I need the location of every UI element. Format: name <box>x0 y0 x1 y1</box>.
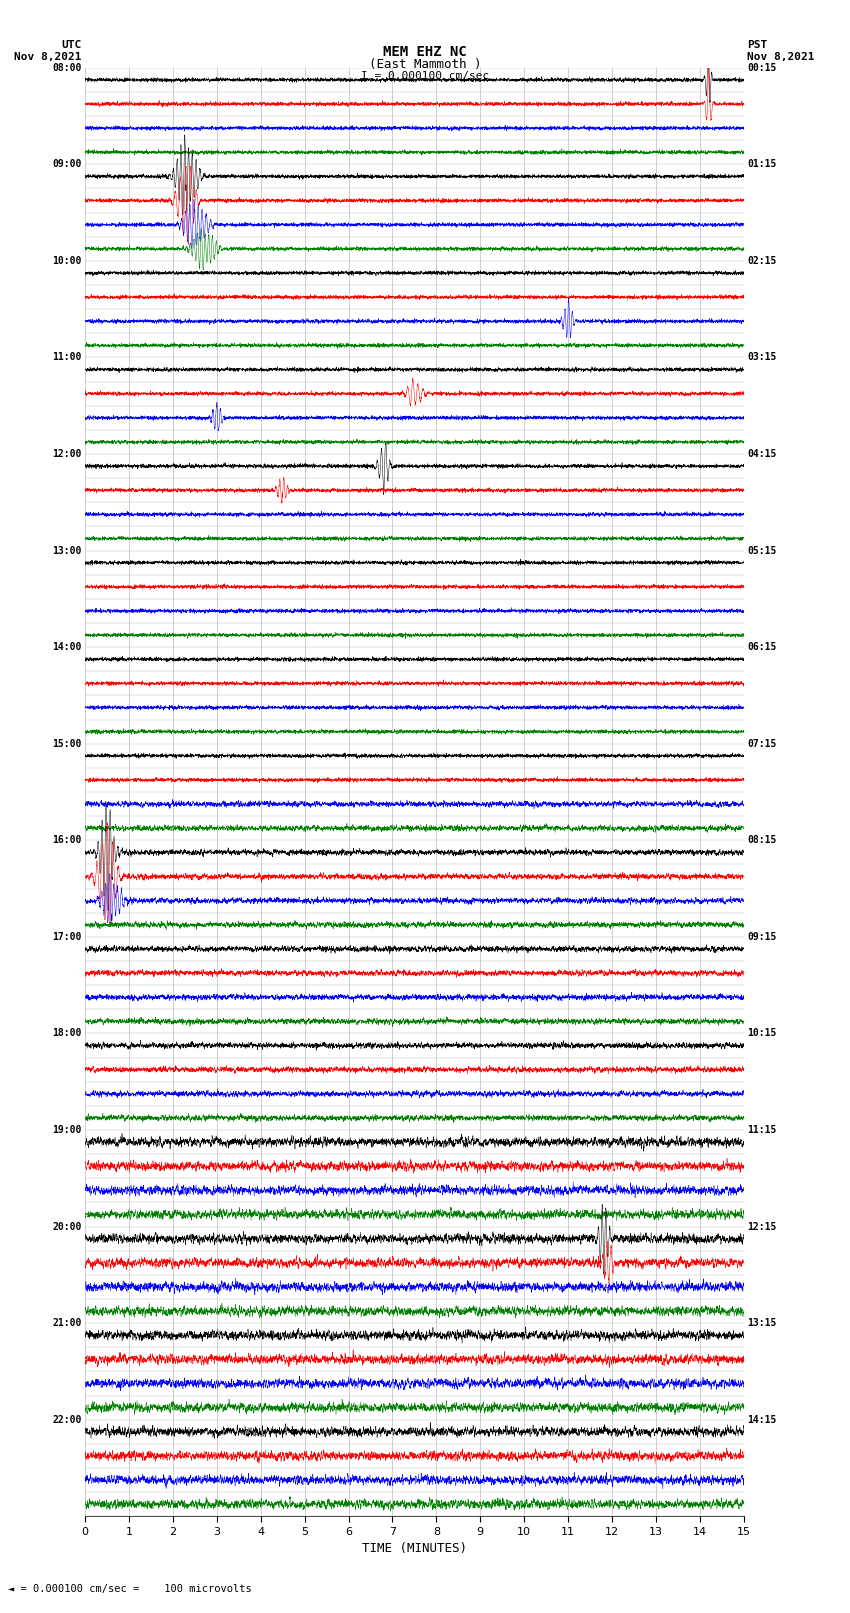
Text: 20:00: 20:00 <box>52 1221 82 1231</box>
Text: 22:00: 22:00 <box>52 1415 82 1424</box>
Text: 09:00: 09:00 <box>52 160 82 169</box>
Text: 04:15: 04:15 <box>747 448 777 460</box>
Text: MEM EHZ NC: MEM EHZ NC <box>383 45 467 60</box>
Text: 15:00: 15:00 <box>52 739 82 748</box>
Text: (East Mammoth ): (East Mammoth ) <box>369 58 481 71</box>
Text: 08:00: 08:00 <box>52 63 82 73</box>
Text: 09:15: 09:15 <box>747 932 777 942</box>
Text: UTC: UTC <box>61 40 82 50</box>
Text: 11:15: 11:15 <box>747 1124 777 1136</box>
Text: 11:00: 11:00 <box>52 353 82 363</box>
Text: 13:15: 13:15 <box>747 1318 777 1327</box>
Text: 05:15: 05:15 <box>747 545 777 555</box>
Text: 12:15: 12:15 <box>747 1221 777 1231</box>
Text: 07:15: 07:15 <box>747 739 777 748</box>
Text: 10:15: 10:15 <box>747 1029 777 1039</box>
Text: 00:15: 00:15 <box>747 63 777 73</box>
X-axis label: TIME (MINUTES): TIME (MINUTES) <box>362 1542 467 1555</box>
Text: 13:00: 13:00 <box>52 545 82 555</box>
Text: 02:15: 02:15 <box>747 256 777 266</box>
Text: 14:15: 14:15 <box>747 1415 777 1424</box>
Text: ◄ = 0.000100 cm/sec =    100 microvolts: ◄ = 0.000100 cm/sec = 100 microvolts <box>8 1584 252 1594</box>
Text: 19:00: 19:00 <box>52 1124 82 1136</box>
Text: 06:15: 06:15 <box>747 642 777 652</box>
Text: 10:00: 10:00 <box>52 256 82 266</box>
Text: Nov 8,2021: Nov 8,2021 <box>14 52 82 61</box>
Text: 08:15: 08:15 <box>747 836 777 845</box>
Text: 03:15: 03:15 <box>747 353 777 363</box>
Text: 21:00: 21:00 <box>52 1318 82 1327</box>
Text: 01:15: 01:15 <box>747 160 777 169</box>
Text: 16:00: 16:00 <box>52 836 82 845</box>
Text: PST: PST <box>747 40 768 50</box>
Text: 18:00: 18:00 <box>52 1029 82 1039</box>
Text: Nov 8,2021: Nov 8,2021 <box>747 52 814 61</box>
Text: 14:00: 14:00 <box>52 642 82 652</box>
Text: I = 0.000100 cm/sec: I = 0.000100 cm/sec <box>361 71 489 81</box>
Text: 17:00: 17:00 <box>52 932 82 942</box>
Text: 12:00: 12:00 <box>52 448 82 460</box>
